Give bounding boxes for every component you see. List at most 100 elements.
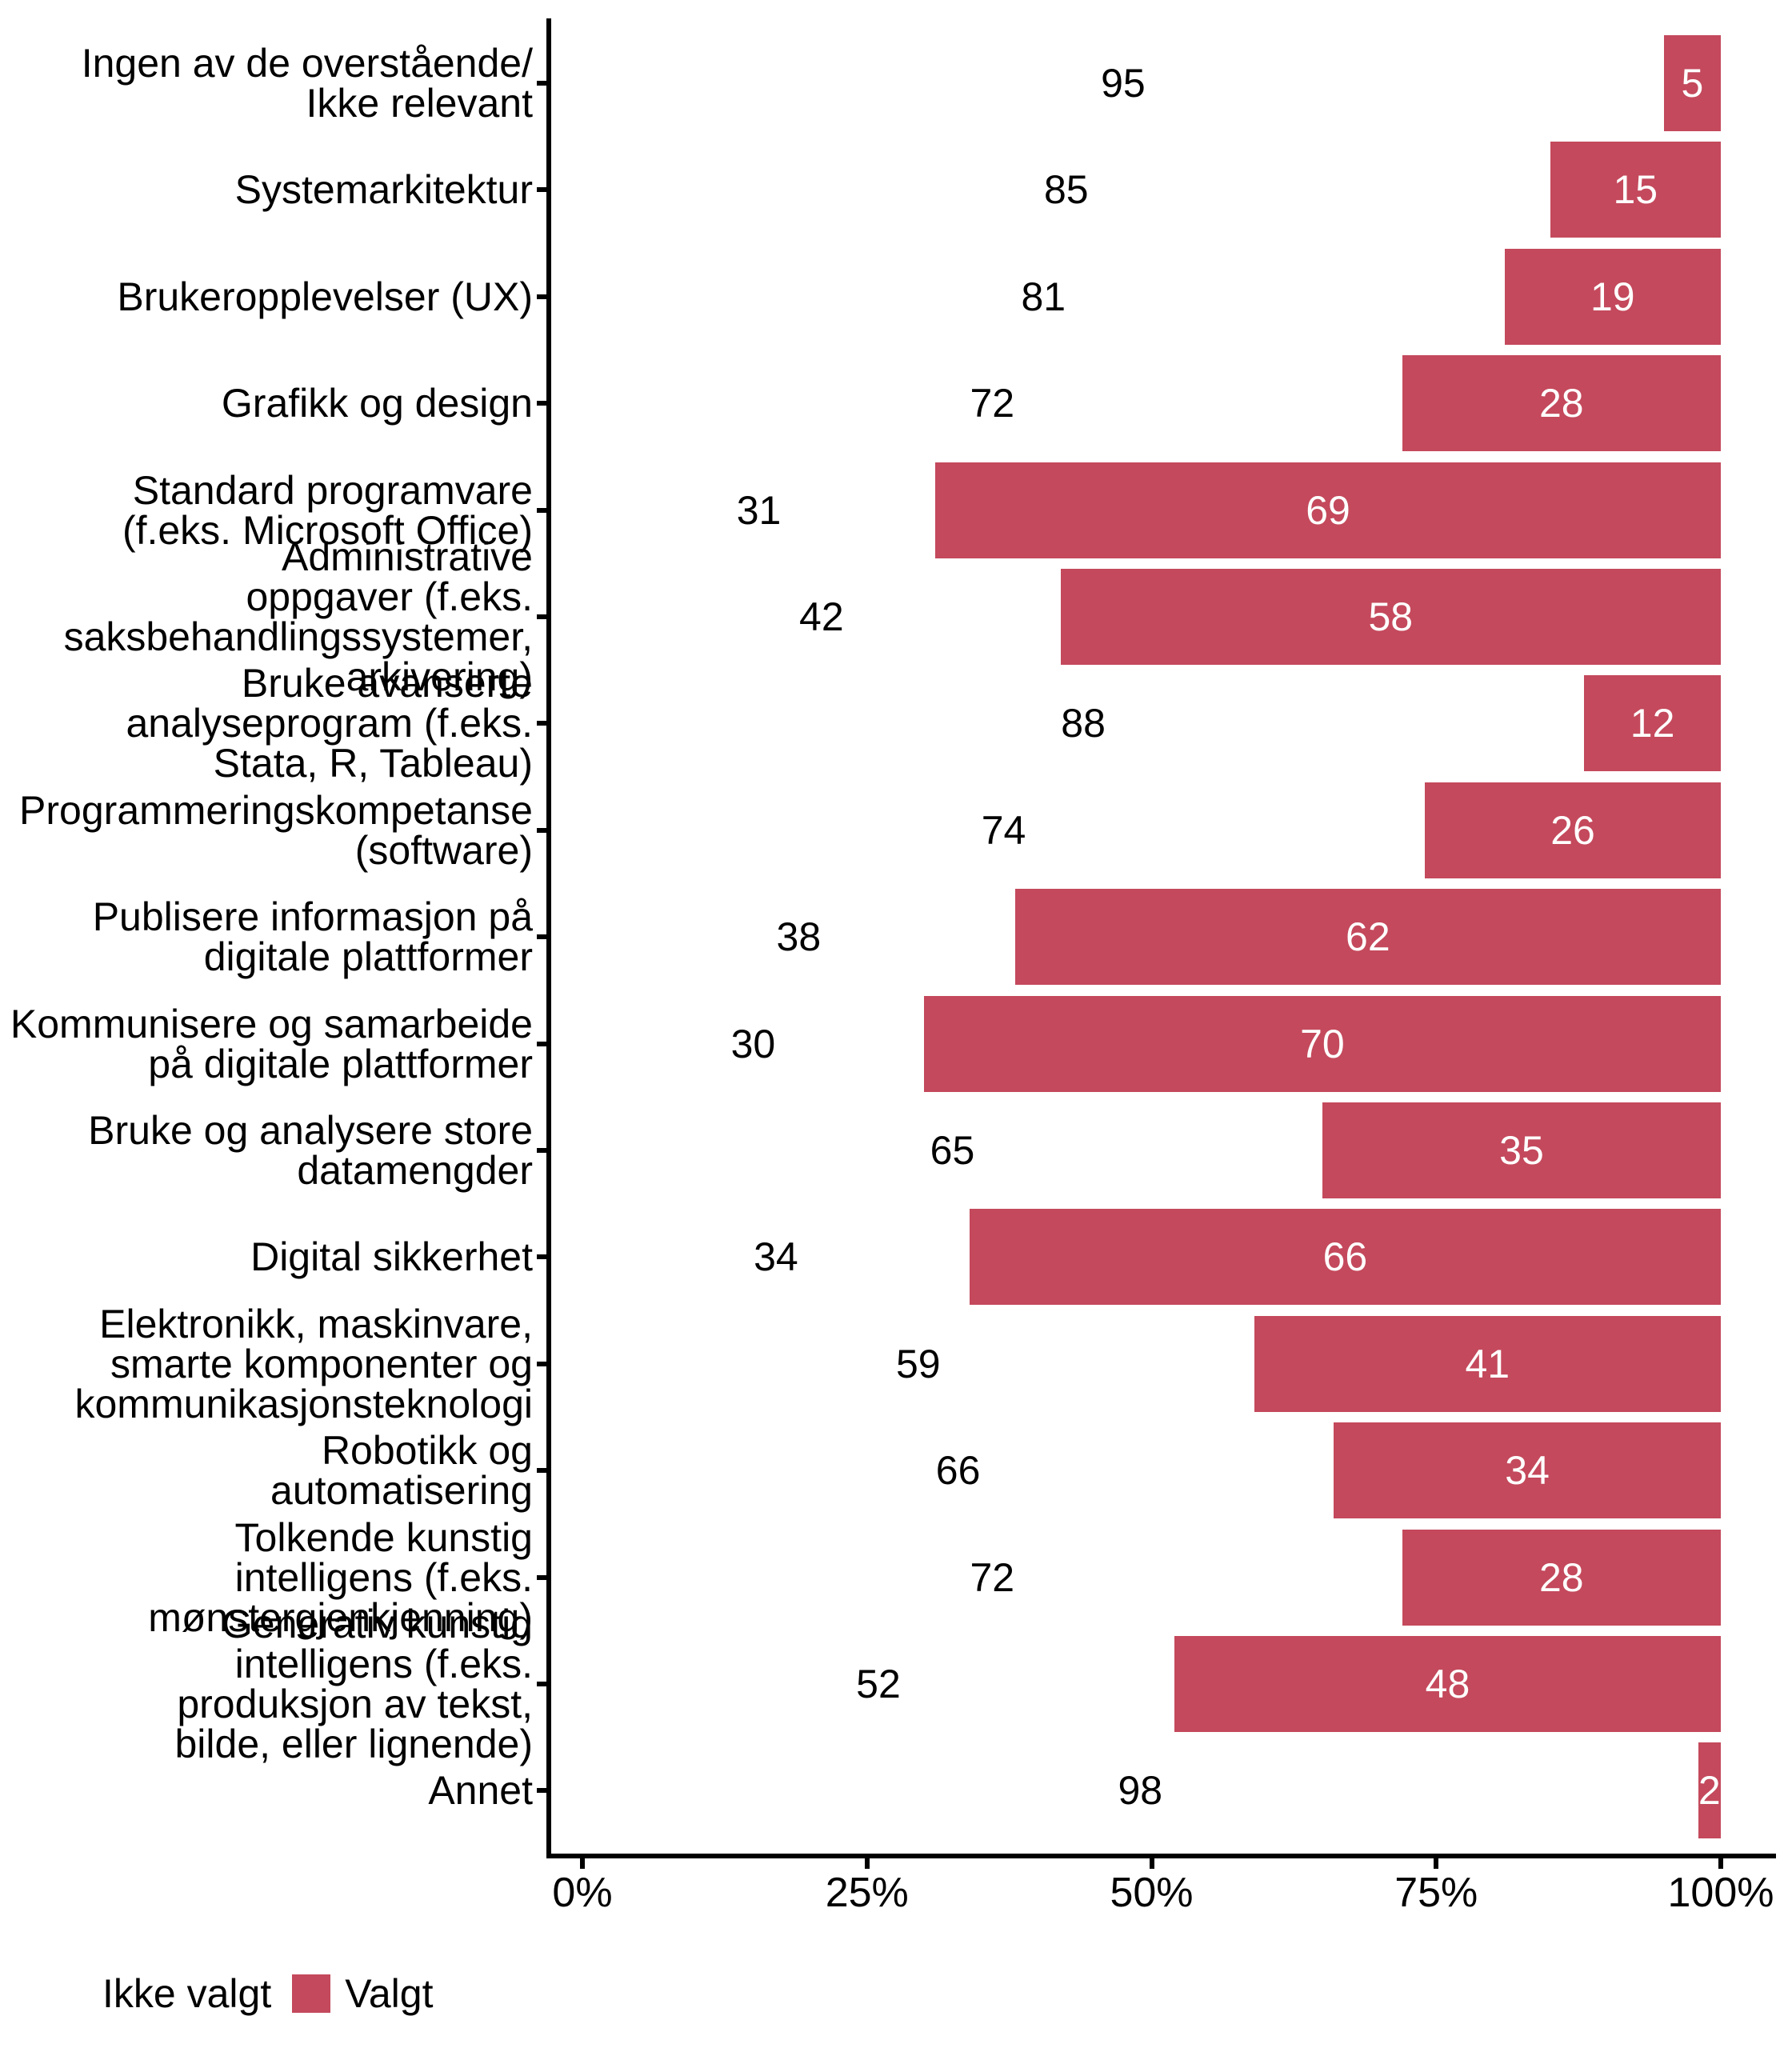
y-axis-tick	[537, 1574, 546, 1580]
y-axis-label: Digital sikkerhet	[250, 1234, 533, 1280]
bar-row: 52 48	[582, 1636, 1721, 1732]
bar-row: 74 26	[582, 782, 1721, 878]
bar-value-selected: 12	[1630, 701, 1675, 746]
bar-value-selected: 62	[1346, 914, 1390, 960]
y-axis-label: Bruke og analysere store datamengder	[88, 1108, 533, 1193]
y-axis-label: Grafikk og design	[221, 381, 533, 426]
y-axis-tick	[537, 721, 546, 726]
bar-segment-selected: 41	[1254, 1315, 1721, 1412]
bar-row: 59 41	[582, 1315, 1721, 1412]
bar-value-not-selected: 98	[1118, 1768, 1163, 1814]
y-axis-tick	[537, 401, 546, 406]
y-axis-label: Programmeringskompetanse (software)	[19, 787, 533, 873]
bar-value-not-selected: 31	[736, 487, 782, 533]
y-axis-label: Elektronikk, maskinvare, smarte komponen…	[74, 1301, 533, 1426]
x-axis-tick-label: 75%	[1394, 1870, 1478, 1916]
bar-value-not-selected: 85	[1043, 167, 1089, 213]
y-axis-tick	[537, 934, 546, 940]
bar-value-not-selected: 65	[930, 1128, 975, 1173]
bar-segment-not-selected: 72	[582, 355, 1402, 452]
bar-value-selected: 28	[1538, 381, 1584, 426]
y-axis-tick	[537, 81, 546, 86]
bar-value-not-selected: 72	[970, 381, 1015, 426]
x-axis-line	[546, 1854, 1776, 1858]
bar-row: 65 35	[582, 1102, 1721, 1198]
bar-value-selected: 35	[1499, 1128, 1544, 1173]
bar-segment-not-selected: 34	[582, 1209, 970, 1306]
bar-value-selected: 69	[1306, 487, 1350, 533]
bar-segment-selected: 35	[1322, 1102, 1721, 1198]
bar-segment-not-selected: 88	[582, 675, 1585, 772]
legend-label-selected: Valgt	[345, 1971, 434, 2016]
bar-row: 66 34	[582, 1422, 1721, 1519]
bar-segment-selected: 5	[1663, 35, 1721, 131]
y-axis-line	[546, 18, 551, 1858]
x-axis-tick-label: 0%	[552, 1870, 613, 1916]
bar-segment-not-selected: 42	[582, 569, 1061, 665]
bar-segment-selected: 48	[1174, 1636, 1721, 1732]
bar-value-not-selected: 38	[776, 914, 822, 960]
bar-row: 72 28	[582, 355, 1721, 452]
bar-value-selected: 66	[1322, 1234, 1368, 1280]
y-axis-tick	[537, 1254, 546, 1260]
x-axis-tick-label: 25%	[825, 1870, 909, 1916]
bar-value-selected: 28	[1538, 1554, 1584, 1600]
bar-value-selected: 34	[1505, 1448, 1550, 1494]
bar-value-not-selected: 30	[730, 1021, 776, 1066]
y-axis-tick	[537, 827, 546, 833]
y-axis-label: Publisere informasjon på digitale plattf…	[92, 894, 533, 980]
y-axis-label: Ingen av de overstående/ Ikke relevant	[81, 41, 533, 126]
y-axis-label: Annet	[428, 1768, 533, 1814]
y-axis-label: Administrative oppgaver (f.eks. saksbeha…	[63, 534, 533, 699]
y-axis-tick	[537, 614, 546, 619]
bar-value-not-selected: 34	[754, 1234, 798, 1280]
bar-value-selected: 58	[1368, 594, 1414, 639]
bar-segment-selected: 28	[1402, 1529, 1721, 1626]
x-axis-tick-label: 100%	[1667, 1870, 1774, 1916]
bar-value-selected: 48	[1425, 1662, 1470, 1706]
bar-value-not-selected: 52	[856, 1662, 901, 1706]
y-axis-tick	[537, 1468, 546, 1474]
y-axis-label: Robotikk og automatisering	[270, 1428, 533, 1514]
bar-value-not-selected: 59	[895, 1341, 941, 1386]
y-axis-label: Brukeropplevelser (UX)	[117, 274, 533, 319]
bar-segment-selected: 34	[1334, 1422, 1721, 1519]
bar-segment-selected: 66	[969, 1209, 1721, 1306]
x-axis-tick-label: 50%	[1110, 1870, 1194, 1916]
bar-value-not-selected: 42	[799, 594, 844, 639]
x-axis-tick	[1718, 1858, 1723, 1869]
bar-segment-not-selected: 98	[582, 1742, 1698, 1839]
bar-segment-selected: 28	[1402, 355, 1721, 452]
bar-value-selected: 19	[1590, 274, 1635, 319]
y-axis-label: Systemarkitektur	[234, 167, 533, 213]
bar-value-not-selected: 66	[935, 1448, 981, 1494]
bar-segment-not-selected: 59	[582, 1315, 1254, 1412]
legend-item-selected: Valgt	[292, 1970, 433, 2017]
bar-value-not-selected: 81	[1021, 274, 1066, 319]
bar-row: 42 58	[582, 569, 1721, 665]
bar-row: 95 5	[582, 35, 1721, 131]
legend-item-not-selected: Ikke valgt	[50, 1970, 271, 2017]
bar-row: 72 28	[582, 1529, 1721, 1626]
bar-segment-not-selected: 74	[582, 782, 1426, 878]
y-axis-tick	[537, 294, 546, 299]
bar-segment-selected: 58	[1060, 569, 1721, 665]
bar-segment-not-selected: 81	[582, 248, 1505, 345]
y-axis-tick	[537, 1361, 546, 1366]
y-axis-label: Tolkende kunstig intelligens (f.eks. møn…	[148, 1514, 533, 1640]
bar-row: 88 12	[582, 675, 1721, 772]
bar-row: 85 15	[582, 142, 1721, 238]
y-axis-label: Generativ kunstig intelligens (f.eks. pr…	[174, 1602, 533, 1766]
legend-label-not-selected: Ikke valgt	[102, 1971, 272, 2016]
bar-row: 30 70	[582, 995, 1721, 1092]
bar-row: 98 2	[582, 1742, 1721, 1839]
bar-segment-not-selected: 52	[582, 1636, 1174, 1732]
bar-segment-not-selected: 95	[582, 35, 1664, 131]
bar-row: 81 19	[582, 248, 1721, 345]
bar-segment-selected: 12	[1584, 675, 1721, 772]
bar-segment-selected: 15	[1550, 142, 1721, 238]
bar-segment-selected: 2	[1698, 1742, 1721, 1839]
bar-segment-not-selected: 65	[582, 1102, 1322, 1198]
bar-row: 38 62	[582, 889, 1721, 986]
